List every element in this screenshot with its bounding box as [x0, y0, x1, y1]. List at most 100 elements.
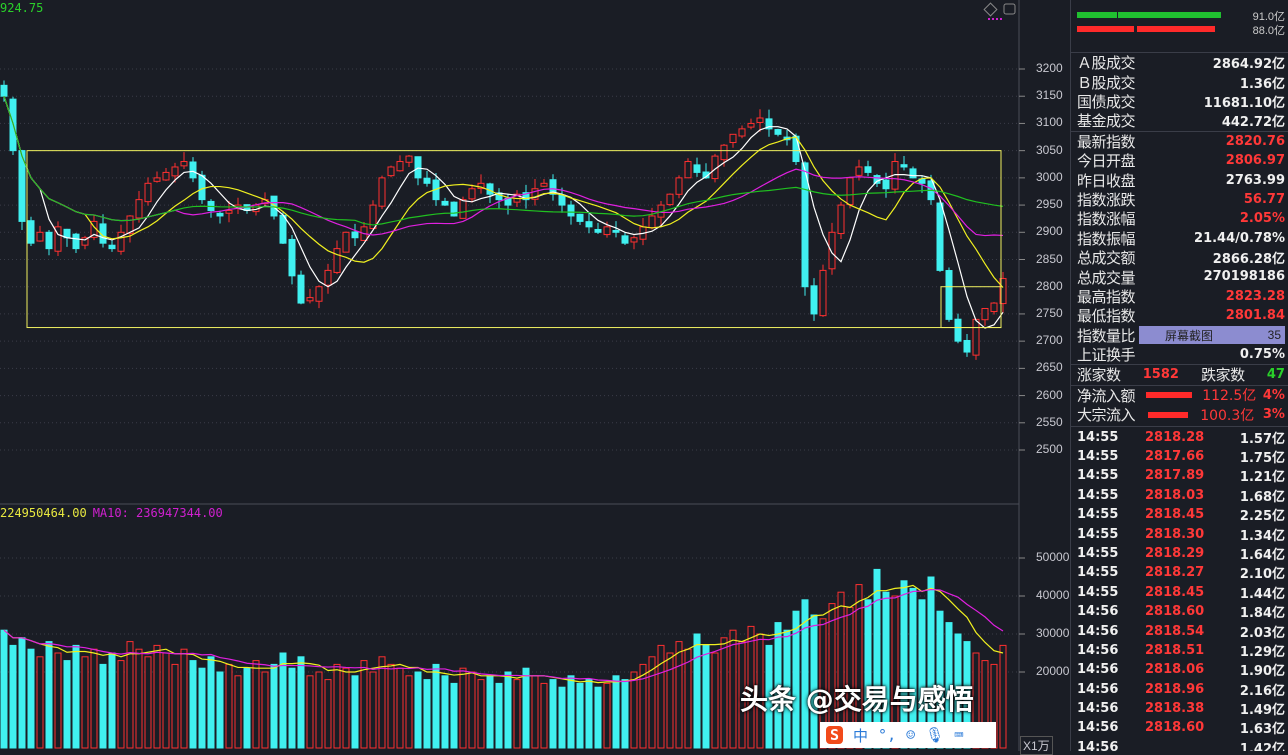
candle: [801, 162, 809, 288]
volume-bar: [504, 671, 512, 749]
volume-bar: [360, 660, 368, 749]
volume-bar: [468, 671, 476, 749]
volume-bar: [603, 682, 611, 749]
candle: [837, 204, 845, 235]
candle: [18, 150, 26, 222]
candle: [810, 285, 818, 315]
volume-bar: [351, 675, 359, 749]
candle: [333, 248, 341, 273]
candle: [414, 156, 422, 179]
volume-tick-label: 50000: [1036, 550, 1070, 564]
candle: [990, 302, 998, 313]
volume-bar: [945, 622, 953, 749]
volume-ma-header: 224950464.00 MA10: 236947344.00: [0, 506, 223, 520]
tick-row: 14:56 1.42亿: [1077, 739, 1285, 751]
volume-bar: [261, 671, 269, 749]
candle: [900, 164, 908, 168]
watermark: 头条 @交易与感悟: [740, 683, 974, 716]
stat-row: 指数振幅 21.44/0.78%: [1077, 230, 1285, 248]
volume-bar: [198, 667, 206, 749]
price-tick-label: 2650: [1036, 360, 1063, 375]
volume-bar: [216, 671, 224, 749]
range-box: [26, 150, 1002, 329]
price-tick-label: 3100: [1036, 115, 1063, 130]
tick-row: 14:55 2818.45 1.44亿: [1077, 584, 1285, 602]
candle: [441, 200, 449, 206]
volume-bar: [567, 675, 575, 749]
tick-list[interactable]: 14:55 2818.28 1.57亿 14:55 2817.66 1.75亿 14:55 2…: [1071, 427, 1288, 751]
candle: [738, 128, 746, 137]
candle: [540, 182, 548, 187]
volume-bar: [414, 671, 422, 749]
volume-bar: [189, 660, 197, 749]
candle: [675, 177, 683, 195]
vol-ma10-line: [3, 588, 1004, 683]
volume-bar: [324, 679, 332, 749]
volume-bar: [81, 656, 89, 749]
keyboard-icon[interactable]: ⌨: [954, 726, 964, 744]
volume-bar: [936, 610, 944, 749]
mic-icon[interactable]: 🎙: [925, 726, 945, 744]
screenshot-button[interactable]: 屏幕截图 35: [1139, 326, 1285, 345]
price-tick-label: 3050: [1036, 142, 1063, 157]
ma60-line: [3, 96, 1004, 226]
turnover-row: 基金成交 442.72亿: [1077, 113, 1285, 131]
candle: [999, 278, 1007, 305]
candle: [531, 188, 539, 200]
tick-row: 14:55 2818.45 2.25亿: [1077, 507, 1285, 525]
ime-mode[interactable]: 中: [853, 726, 869, 745]
candle: [216, 212, 224, 217]
volume-unit: X1万: [1020, 736, 1053, 755]
volume-bar: [612, 675, 620, 749]
ime-toolbar[interactable]: S 中 °, ☺ 🎙 ⌨: [820, 722, 996, 748]
candle: [324, 269, 332, 286]
candle: [153, 177, 161, 182]
volume-bar: [891, 595, 899, 749]
volume-bar: [747, 625, 755, 749]
volume-bar: [171, 663, 179, 749]
candle: [774, 129, 782, 135]
volume-bar: [990, 663, 998, 749]
candle: [387, 166, 395, 177]
advance-decline-row: 涨家数 1582 跌家数 47: [1077, 367, 1285, 385]
volume-bar: [387, 663, 395, 749]
candle: [729, 133, 737, 144]
candle: [603, 226, 611, 236]
volume-tick-label: 20000: [1036, 664, 1070, 678]
volume-bar: [9, 644, 17, 749]
candle: [720, 144, 728, 161]
volume-bar: [765, 644, 773, 749]
tick-row: 14:56 2818.60 1.84亿: [1077, 604, 1285, 622]
volume-bar: [837, 591, 845, 749]
volume-bar: [585, 679, 593, 749]
punct-icon[interactable]: °,: [878, 726, 897, 744]
volume-bar: [135, 648, 143, 749]
volume-bar: [279, 652, 287, 749]
candle: [585, 221, 593, 228]
volume-tick-label: 30000: [1036, 626, 1070, 640]
volume-bar: [855, 584, 863, 749]
stat-row: 今日开盘 2806.97: [1077, 153, 1285, 171]
volume-bar: [63, 660, 71, 749]
candle: [954, 318, 962, 342]
buy-bar-row: 91.0亿: [1071, 8, 1288, 23]
volume-tick-label: 40000: [1036, 588, 1070, 602]
candle: [279, 214, 287, 244]
candle: [468, 188, 476, 200]
volume-bar: [378, 656, 386, 749]
volume-bar: [432, 663, 440, 749]
tick-row: 14:56 2818.51 1.29亿: [1077, 642, 1285, 660]
candle: [522, 192, 530, 201]
volume-bar: [639, 663, 647, 749]
candle: [351, 231, 359, 239]
price-tick-label: 2850: [1036, 251, 1063, 266]
candle: [72, 233, 80, 250]
volume-bar: [576, 682, 584, 749]
candle: [648, 215, 656, 229]
candle: [621, 235, 629, 244]
kline-chart[interactable]: [0, 0, 1070, 751]
market-info-panel: 91.0亿 88.0亿 Ａ股成交 2864.92亿 Ｂ股成交 1.36亿 国债成交 116…: [1070, 0, 1288, 751]
emoji-icon[interactable]: ☺: [906, 726, 916, 744]
stat-row: 总成交量 270198186: [1077, 269, 1285, 287]
volume-bar: [972, 652, 980, 749]
